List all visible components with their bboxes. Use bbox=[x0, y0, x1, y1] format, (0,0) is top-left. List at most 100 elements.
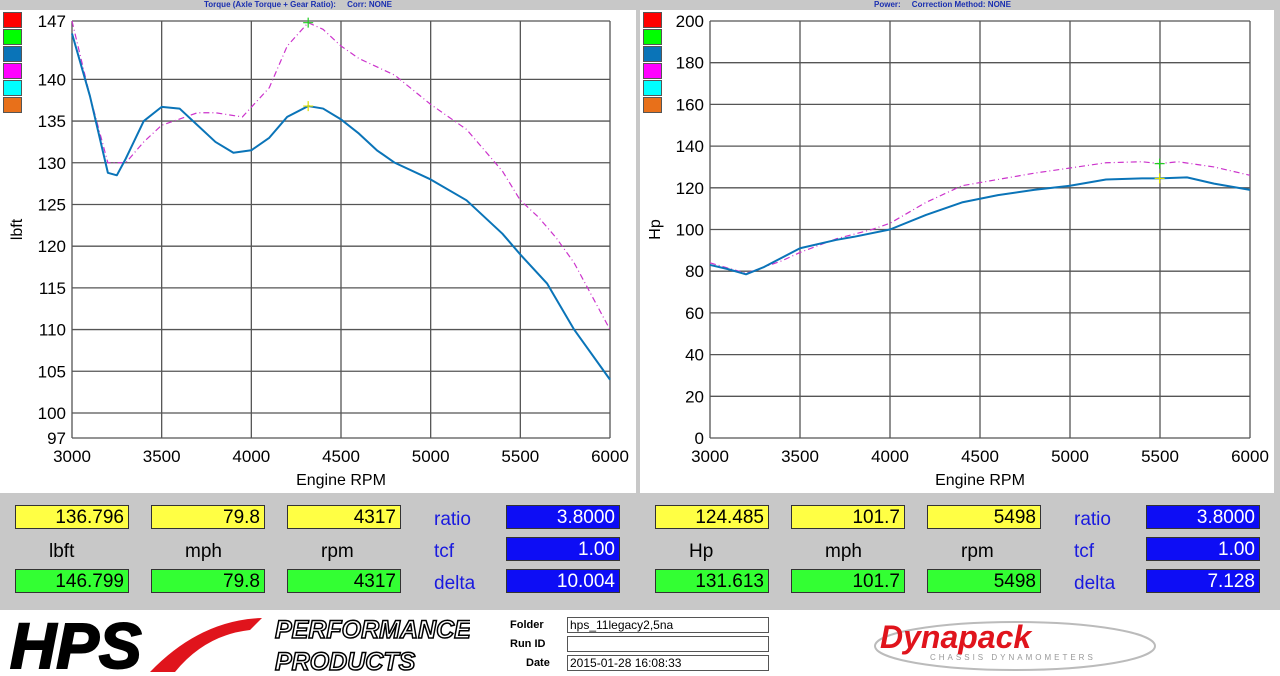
x-tick-label: 5000 bbox=[1051, 447, 1089, 466]
title: Power: bbox=[874, 0, 901, 9]
legend-swatch[interactable] bbox=[643, 12, 662, 28]
readout-value: 146.799 bbox=[15, 569, 129, 593]
runid-label: Run ID bbox=[510, 638, 546, 650]
x-tick-label: 5500 bbox=[501, 447, 539, 466]
legend-swatch[interactable] bbox=[3, 46, 22, 62]
series-line bbox=[709, 161, 1251, 274]
legend-swatch[interactable] bbox=[643, 97, 662, 113]
readout-value: 101.7 bbox=[791, 569, 905, 593]
legend-swatch[interactable] bbox=[643, 29, 662, 45]
brand-sub1: PERFORMANCE bbox=[275, 616, 470, 644]
x-axis-label: Engine RPM bbox=[935, 472, 1025, 489]
readout-value: 4317 bbox=[287, 505, 401, 529]
y-tick-label: 0 bbox=[695, 429, 704, 448]
x-tick-label: 3000 bbox=[691, 447, 729, 466]
y-tick-label: 60 bbox=[685, 304, 704, 323]
readout-unit: rpm bbox=[321, 541, 354, 562]
readout-value: 5498 bbox=[927, 505, 1041, 529]
legend-swatch[interactable] bbox=[3, 80, 22, 96]
x-tick-label: 3500 bbox=[143, 447, 181, 466]
runid-field[interactable] bbox=[567, 636, 769, 652]
readout-unit: mph bbox=[185, 541, 222, 562]
cursor-marker bbox=[303, 17, 314, 28]
tcf-label: tcf bbox=[1074, 541, 1095, 562]
power-chart: 3000 3500 4000 4500 5000 5500 6000 0 20 40 60 80 100… bbox=[647, 12, 1269, 489]
ratio-label: ratio bbox=[1074, 509, 1111, 530]
legend-swatch[interactable] bbox=[3, 12, 22, 28]
readout-value: 136.796 bbox=[15, 505, 129, 529]
y-tick-label: 130 bbox=[38, 154, 66, 173]
y-tick-label: 110 bbox=[39, 321, 66, 340]
ratio-value: 3.8000 bbox=[506, 505, 620, 529]
tcf-value: 1.00 bbox=[1146, 537, 1260, 561]
x-tick-label: 3500 bbox=[781, 447, 819, 466]
y-tick-label: 97 bbox=[47, 429, 66, 448]
x-tick-label: 5000 bbox=[412, 447, 450, 466]
y-tick-label: 100 bbox=[676, 221, 704, 240]
power-title: Power: Correction Method: NONE bbox=[874, 0, 1011, 9]
date-field[interactable]: 2015-01-28 16:08:33 bbox=[567, 655, 769, 671]
y-tick-label: 200 bbox=[676, 12, 704, 31]
y-tick-label: 115 bbox=[39, 279, 66, 298]
x-tick-label: 3000 bbox=[53, 447, 91, 466]
readout-value: 4317 bbox=[287, 569, 401, 593]
dynapack-logo: Dynapack CHASSIS DYNAMOMETERS bbox=[874, 619, 1156, 671]
tcf-value: 1.00 bbox=[506, 537, 620, 561]
hps-logo: HPS PERFORMANCE PRODUCTS bbox=[9, 610, 470, 676]
series-line bbox=[71, 20, 611, 330]
title: Torque (Axle Torque + Gear Ratio): bbox=[204, 0, 336, 9]
y-tick-label: 20 bbox=[685, 387, 704, 406]
x-axis-label: Engine RPM bbox=[296, 472, 386, 489]
legend-swatch[interactable] bbox=[3, 63, 22, 79]
y-tick-label: 125 bbox=[38, 195, 66, 214]
delta-value: 7.128 bbox=[1146, 569, 1260, 593]
y-tick-label: 140 bbox=[38, 70, 66, 89]
x-tick-label: 4000 bbox=[232, 447, 270, 466]
y-tick-label: 120 bbox=[38, 237, 66, 256]
ratio-value: 3.8000 bbox=[1146, 505, 1260, 529]
x-tick-label: 4500 bbox=[322, 447, 360, 466]
torque-chart: 3000 3500 4000 4500 5000 5500 6000 97 100 105 110 1… bbox=[9, 12, 629, 489]
y-tick-label: 135 bbox=[38, 112, 66, 131]
y-tick-label: 147 bbox=[38, 12, 66, 31]
y-axis-label: Hp bbox=[647, 219, 664, 240]
x-tick-label: 6000 bbox=[591, 447, 629, 466]
delta-label: delta bbox=[434, 573, 476, 594]
date-label: Date bbox=[526, 657, 550, 669]
x-tick-label: 5500 bbox=[1141, 447, 1179, 466]
corr: Corr: NONE bbox=[347, 0, 392, 9]
readout-value: 131.613 bbox=[655, 569, 769, 593]
y-tick-label: 105 bbox=[38, 362, 66, 381]
dynapack-sub: CHASSIS DYNAMOMETERS bbox=[930, 653, 1096, 662]
x-tick-label: 4000 bbox=[871, 447, 909, 466]
readout-unit: rpm bbox=[961, 541, 994, 562]
y-tick-label: 140 bbox=[676, 137, 704, 156]
legend-swatch[interactable] bbox=[3, 97, 22, 113]
y-tick-label: 180 bbox=[676, 54, 704, 73]
readout-unit: Hp bbox=[689, 541, 714, 562]
legend-swatch[interactable] bbox=[643, 46, 662, 62]
folder-label: Folder bbox=[510, 619, 544, 631]
legend-swatch[interactable] bbox=[3, 29, 22, 45]
series-line bbox=[71, 33, 611, 381]
ratio-label: ratio bbox=[434, 509, 471, 530]
folder-field[interactable]: hps_11legacy2,5na bbox=[567, 617, 769, 633]
y-axis-label: lbft bbox=[9, 218, 26, 240]
torque-chart-panel: 3000 3500 4000 4500 5000 5500 6000 97 100 105 110 1… bbox=[0, 10, 636, 493]
cursor-marker bbox=[1154, 158, 1165, 169]
y-tick-label: 40 bbox=[685, 346, 704, 365]
readout-value: 5498 bbox=[927, 569, 1041, 593]
x-tick-label: 4500 bbox=[961, 447, 999, 466]
legend-swatch[interactable] bbox=[643, 63, 662, 79]
cursor-marker bbox=[1154, 173, 1165, 184]
legend-swatch[interactable] bbox=[643, 80, 662, 96]
tcf-label: tcf bbox=[434, 541, 455, 562]
corr: Correction Method: NONE bbox=[911, 0, 1011, 9]
y-tick-label: 80 bbox=[685, 262, 704, 281]
readout-unit: lbft bbox=[49, 541, 75, 562]
readout-value: 79.8 bbox=[151, 569, 265, 593]
readout-unit: mph bbox=[825, 541, 862, 562]
hps-swoosh-icon bbox=[150, 618, 262, 672]
y-tick-label: 160 bbox=[676, 95, 704, 114]
delta-label: delta bbox=[1074, 573, 1116, 594]
